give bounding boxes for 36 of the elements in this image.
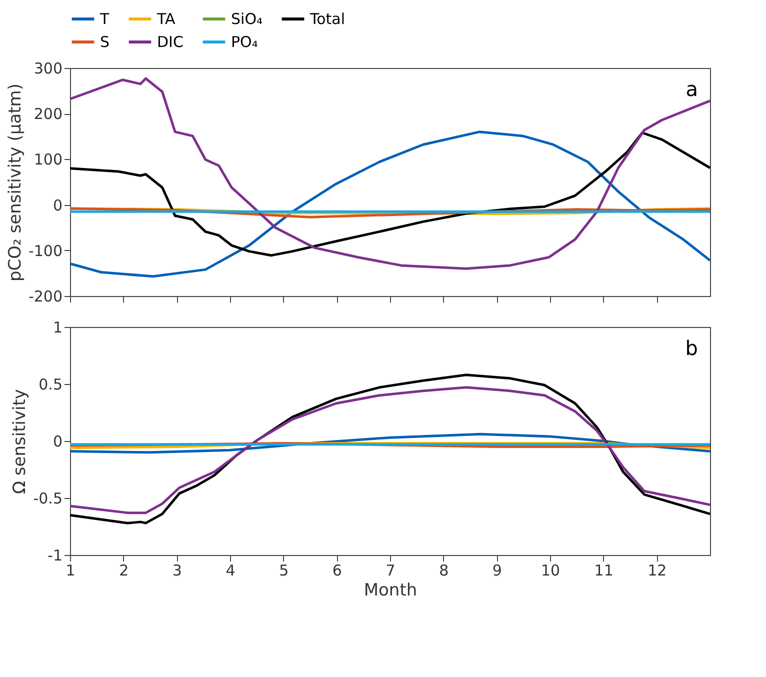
x-tick-label: 11: [594, 562, 614, 580]
y-tick-label: 0: [52, 196, 62, 214]
y-tick-label: -200: [28, 288, 62, 306]
y-tick-label: 300: [34, 60, 62, 78]
y-tick-label: 100: [34, 150, 62, 169]
x-tick-label: 1: [66, 562, 76, 580]
y-tick-label: 0.5: [38, 376, 62, 394]
y-tick-label: -1: [48, 546, 62, 564]
x-tick-label: 9: [492, 562, 502, 580]
y-tick-label: -100: [28, 242, 62, 260]
y-tick-label: 1: [52, 318, 62, 336]
y-axis-title: Ω sensitivity: [10, 389, 30, 494]
legend-label: Total: [309, 10, 346, 28]
y-tick-label: 0: [52, 432, 62, 450]
x-tick-label: 2: [119, 562, 129, 580]
annotation: a: [686, 77, 698, 101]
x-tick-label: 12: [648, 562, 667, 580]
x-tick-label: 4: [226, 562, 236, 580]
legend-label: PO₄: [231, 33, 258, 51]
y-tick-label: 200: [34, 105, 62, 124]
x-tick-label: 10: [540, 562, 560, 580]
y-tick-label: -0.5: [33, 490, 62, 508]
annotation: b: [685, 336, 698, 360]
x-tick-label: 7: [386, 562, 396, 580]
legend-label: TA: [156, 10, 176, 28]
x-tick-label: 6: [332, 562, 342, 580]
x-axis-title: Month: [364, 580, 418, 600]
legend-label: S: [100, 33, 110, 51]
y-axis-title: pCO₂ sensitivity (μatm): [5, 84, 26, 282]
x-tick-label: 8: [439, 562, 449, 580]
legend-label: T: [99, 10, 110, 28]
legend-label: DIC: [157, 33, 184, 51]
legend-label: SiO₄: [231, 10, 263, 28]
x-tick-label: 5: [279, 562, 289, 580]
line-series: [68, 77, 712, 270]
x-tick-label: 3: [172, 562, 182, 580]
